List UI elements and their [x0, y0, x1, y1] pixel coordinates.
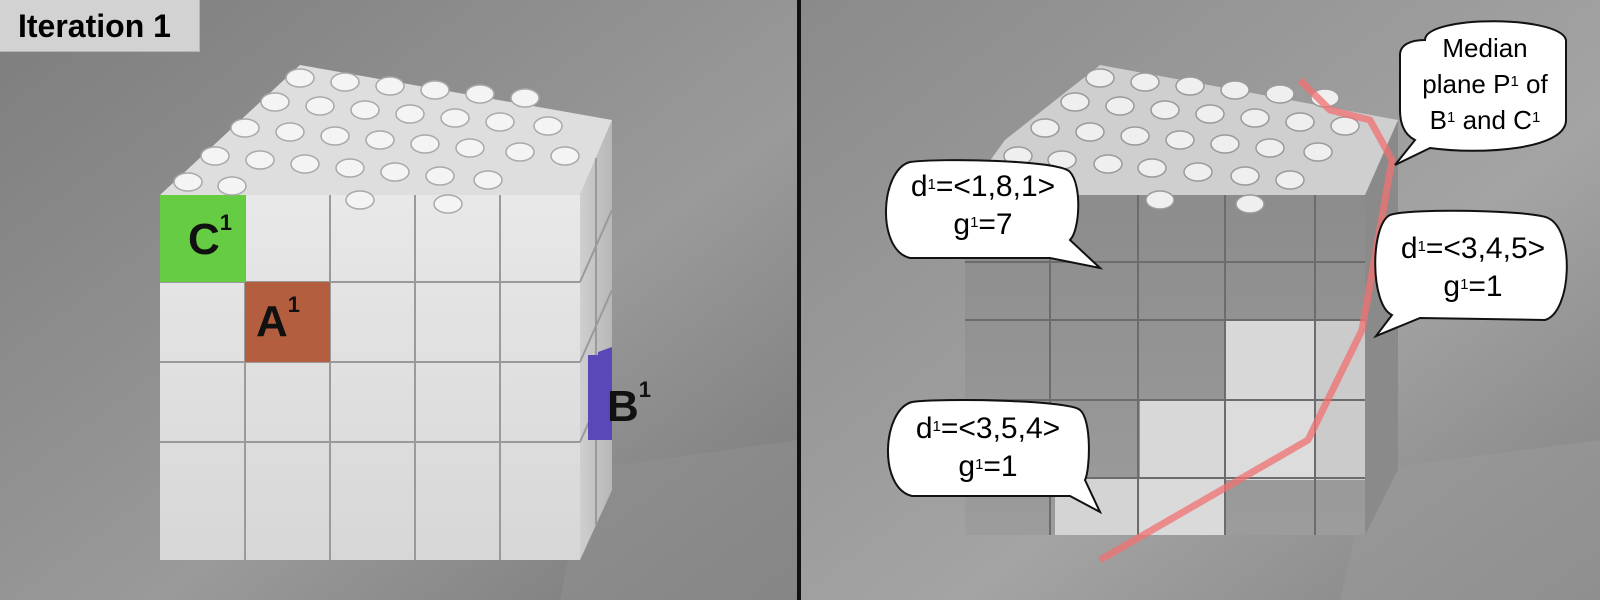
label-a1: A1 [256, 292, 301, 346]
bubble-d181-line1: d1=<1,8,1> [910, 170, 1056, 203]
cell-a1 [245, 282, 330, 362]
right-light-cell-3 [1225, 400, 1315, 480]
bubble-d354-line1: d1=<3,5,4> [915, 412, 1061, 445]
bubble-d354 [887, 399, 1103, 515]
right-light-cell-2 [1140, 400, 1225, 480]
right-cube-studs [1003, 68, 1360, 214]
bubble-d345 [1372, 209, 1568, 339]
bubble-d181-line2: g1=7 [953, 208, 1013, 241]
label-c1: C1 [188, 210, 233, 264]
median-line3: B1 and C1 [1429, 105, 1541, 135]
cell-b1-face [588, 355, 612, 440]
bubble-d354-line2: g1=1 [958, 450, 1018, 483]
iteration-title: Iteration 1 [0, 0, 200, 52]
panel-divider [797, 0, 801, 600]
right-floor-shadow [1340, 440, 1600, 600]
right-light-cell-1 [1225, 320, 1315, 400]
median-line2: plane P1 of [1422, 69, 1548, 99]
cell-c1 [160, 195, 245, 282]
left-cube-grid [160, 158, 613, 560]
speech-bubbles [885, 20, 1568, 515]
median-bubble-text: Median plane P1 of B1 and C1 [1402, 30, 1568, 138]
right-cube-grid [965, 195, 1365, 535]
bubble-d345-line2: g1=1 [1443, 270, 1503, 303]
left-cube [160, 65, 613, 560]
left-floor-shadow [560, 440, 797, 600]
bubble-d354-text: d1=<3,5,4> g1=1 [888, 410, 1088, 486]
bubble-d181-text: d1=<1,8,1> g1=7 [888, 168, 1078, 244]
bubble-d345-text: d1=<3,4,5> g1=1 [1378, 230, 1568, 306]
bubble-d181 [885, 159, 1104, 270]
median-line1: Median [1442, 33, 1528, 63]
median-bubble [1394, 20, 1567, 166]
left-cube-studs [173, 68, 580, 214]
median-plane-path [1098, 77, 1396, 564]
bubble-d345-line1: d1=<3,4,5> [1400, 232, 1546, 265]
label-b1: B1 [607, 377, 652, 431]
